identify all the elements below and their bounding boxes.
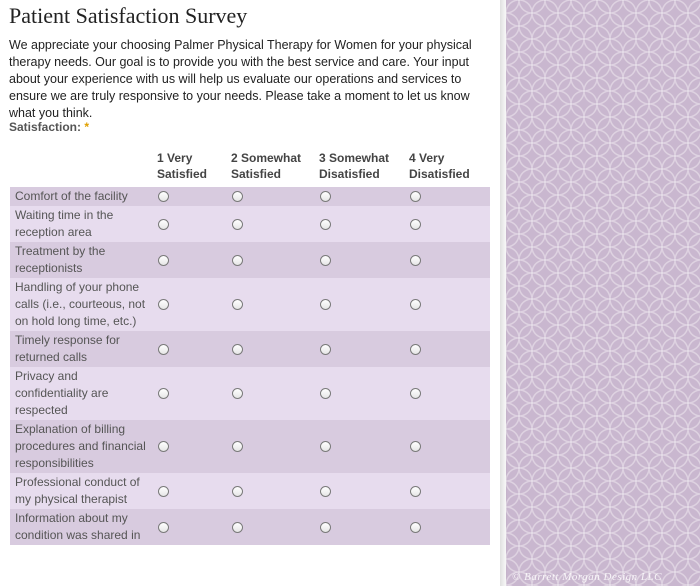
radio-very-satisfied[interactable] xyxy=(158,388,169,400)
radio-somewhat-disatisfied[interactable] xyxy=(320,521,331,533)
radio-very-disatisfied[interactable] xyxy=(410,343,421,355)
radio-very-satisfied[interactable] xyxy=(158,191,169,203)
matrix-header-row: 1 Very Satisfied 2 Somewhat Satisfied 3 … xyxy=(10,148,490,187)
radio-somewhat-disatisfied[interactable] xyxy=(320,218,331,230)
radio-very-satisfied[interactable] xyxy=(158,299,169,311)
panel-shadow xyxy=(500,0,508,586)
design-credit: © Barrett Morgan Design LLC xyxy=(512,571,662,583)
radio-very-disatisfied[interactable] xyxy=(410,218,421,230)
table-row: Timely response for returned calls xyxy=(10,331,490,367)
radio-somewhat-satisfied[interactable] xyxy=(232,218,243,230)
radio-somewhat-satisfied[interactable] xyxy=(232,485,243,497)
table-row: Treatment by the receptionists xyxy=(10,242,490,278)
satisfaction-matrix: 1 Very Satisfied 2 Somewhat Satisfied 3 … xyxy=(10,148,490,545)
radio-somewhat-satisfied[interactable] xyxy=(232,254,243,266)
radio-somewhat-satisfied[interactable] xyxy=(232,388,243,400)
radio-very-satisfied[interactable] xyxy=(158,254,169,266)
question-label: Timely response for returned calls xyxy=(10,331,153,367)
question-label: Waiting time in the reception area xyxy=(10,206,153,242)
radio-very-satisfied[interactable] xyxy=(158,343,169,355)
table-row: Explanation of billing procedures and fi… xyxy=(10,420,490,473)
radio-very-disatisfied[interactable] xyxy=(410,254,421,266)
radio-somewhat-disatisfied[interactable] xyxy=(320,343,331,355)
table-row: Waiting time in the reception area xyxy=(10,206,490,242)
table-row: Privacy and confidentiality are respecte… xyxy=(10,367,490,420)
survey-content: Patient Satisfaction Survey We appreciat… xyxy=(9,3,490,545)
radio-somewhat-satisfied[interactable] xyxy=(232,191,243,203)
column-header: 3 Somewhat Disatisfied xyxy=(315,148,405,187)
table-row: Professional conduct of my physical ther… xyxy=(10,473,490,509)
radio-somewhat-disatisfied[interactable] xyxy=(320,191,331,203)
radio-somewhat-disatisfied[interactable] xyxy=(320,299,331,311)
radio-very-satisfied[interactable] xyxy=(158,485,169,497)
radio-somewhat-satisfied[interactable] xyxy=(232,299,243,311)
question-label: Explanation of billing procedures and fi… xyxy=(10,420,153,473)
radio-very-disatisfied[interactable] xyxy=(410,299,421,311)
question-label: Privacy and confidentiality are respecte… xyxy=(10,367,153,420)
table-row: Handling of your phone calls (i.e., cour… xyxy=(10,278,490,331)
question-label: Information about my condition was share… xyxy=(10,509,153,545)
radio-very-disatisfied[interactable] xyxy=(410,388,421,400)
radio-somewhat-satisfied[interactable] xyxy=(232,521,243,533)
intro-text: We appreciate your choosing Palmer Physi… xyxy=(9,38,472,120)
field-label-text: Satisfaction: xyxy=(9,120,82,134)
question-label: Treatment by the receptionists xyxy=(10,242,153,278)
radio-very-disatisfied[interactable] xyxy=(410,521,421,533)
radio-somewhat-disatisfied[interactable] xyxy=(320,441,331,453)
satisfaction-field-label: Satisfaction: * xyxy=(9,120,89,134)
column-header: 1 Very Satisfied xyxy=(153,148,227,187)
question-label: Professional conduct of my physical ther… xyxy=(10,473,153,509)
question-label: Handling of your phone calls (i.e., cour… xyxy=(10,278,153,331)
radio-very-disatisfied[interactable] xyxy=(410,441,421,453)
question-label: Comfort of the facility xyxy=(10,187,153,206)
page-title: Patient Satisfaction Survey xyxy=(9,3,248,28)
radio-somewhat-disatisfied[interactable] xyxy=(320,485,331,497)
radio-somewhat-disatisfied[interactable] xyxy=(320,388,331,400)
radio-somewhat-satisfied[interactable] xyxy=(232,441,243,453)
decorative-pattern-panel xyxy=(506,0,700,586)
required-mark: * xyxy=(84,120,90,134)
matrix-corner xyxy=(10,148,153,187)
table-row: Comfort of the facility xyxy=(10,187,490,206)
column-header: 4 Very Disatisfied xyxy=(405,148,490,187)
radio-very-satisfied[interactable] xyxy=(158,521,169,533)
radio-very-disatisfied[interactable] xyxy=(410,191,421,203)
table-row: Information about my condition was share… xyxy=(10,509,490,545)
radio-very-disatisfied[interactable] xyxy=(410,485,421,497)
radio-very-satisfied[interactable] xyxy=(158,441,169,453)
radio-somewhat-disatisfied[interactable] xyxy=(320,254,331,266)
column-header: 2 Somewhat Satisfied xyxy=(227,148,315,187)
radio-somewhat-satisfied[interactable] xyxy=(232,343,243,355)
radio-very-satisfied[interactable] xyxy=(158,218,169,230)
